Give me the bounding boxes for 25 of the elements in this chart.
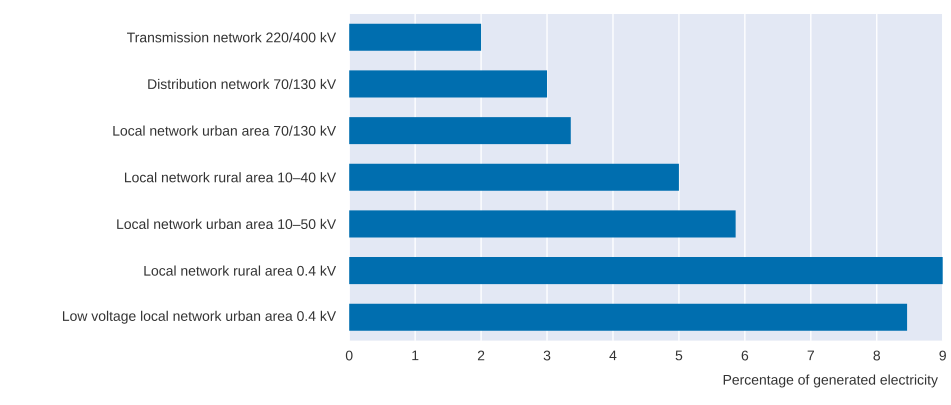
x-axis-title: Percentage of generated electricity	[724, 374, 938, 388]
x-tick-label: 3	[544, 350, 550, 360]
y-tick-label: Local network rural area 0.4 kV	[144, 265, 336, 276]
x-tick-label: 7	[808, 350, 814, 360]
bar	[349, 116, 571, 144]
x-tick-label: 1	[412, 350, 418, 360]
bar	[349, 24, 482, 51]
y-tick-label: Local network urban area 10–50 kV	[117, 218, 336, 229]
bar	[349, 164, 679, 191]
x-tick-label: 4	[609, 350, 616, 360]
bar	[349, 256, 943, 284]
x-tick-label: 0	[346, 350, 353, 360]
x-tick-label: 9	[939, 350, 946, 360]
bar	[349, 70, 548, 98]
y-tick-label: Distribution network 70/130 kV	[148, 78, 336, 89]
x-tick-label: 6	[742, 350, 748, 360]
x-tick-label: 5	[676, 350, 682, 360]
y-tick-label: Local network urban area 70/130 kV	[113, 125, 336, 136]
y-tick-label: Low voltage local network urban area 0.4 kV	[62, 310, 336, 324]
x-tick-label: 8	[873, 350, 880, 360]
x-tick-label: 2	[478, 350, 484, 360]
bar	[349, 304, 908, 331]
y-tick-label: Transmission network 220/400 kV	[127, 32, 336, 42]
y-tick-label: Local network rural area 10–40 kV	[124, 172, 336, 182]
bar	[349, 210, 736, 238]
